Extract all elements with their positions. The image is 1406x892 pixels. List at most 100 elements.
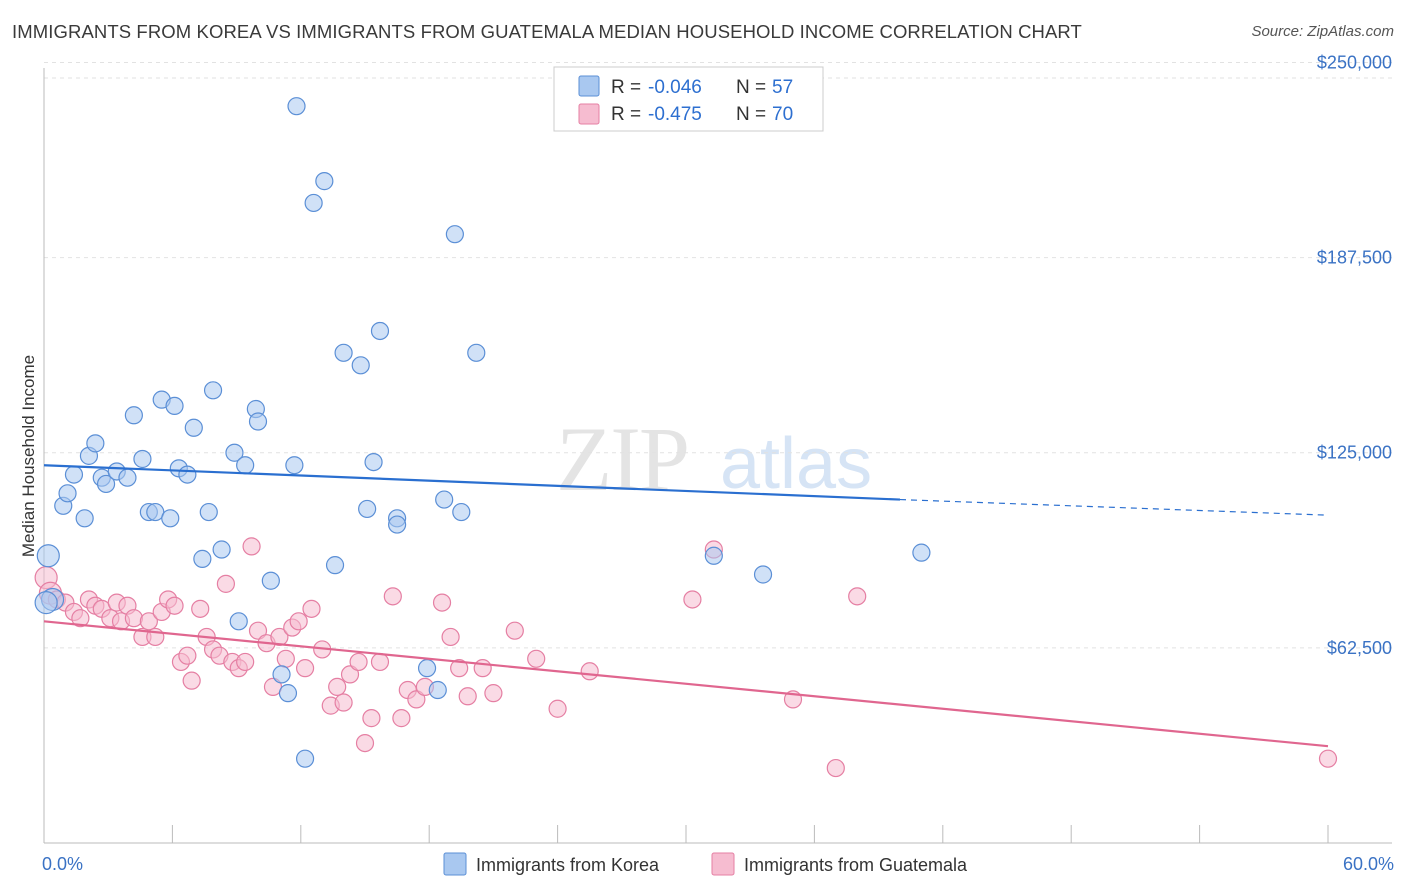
guatemala-point [165, 596, 184, 615]
korea-point [199, 502, 218, 522]
legend-n-value-guatemala: 70 [772, 104, 793, 125]
guatemala-point [484, 684, 503, 703]
bottom-legend-label-guatemala: Immigrants from Guatemala [744, 855, 968, 875]
chart-title: IMMIGRANTS FROM KOREA VS IMMIGRANTS FROM… [12, 21, 1082, 42]
x-ticks: 0.0% 60.0% [42, 825, 1394, 874]
correlation-legend: R = -0.046 N = 57 R = -0.475 N = 70 [553, 66, 824, 132]
watermark-atlas: atlas [720, 424, 872, 504]
korea-point [295, 749, 315, 768]
guatemala-points [34, 537, 1338, 778]
korea-point [285, 456, 304, 475]
legend-r-value-guatemala: -0.475 [648, 104, 702, 125]
korea-point [261, 571, 280, 590]
korea-trend-line [43, 464, 901, 501]
bottom-legend-swatch-korea [443, 852, 467, 876]
legend-r-label-guatemala: R = [611, 104, 641, 125]
trend-lines [43, 464, 1329, 748]
korea-point [370, 321, 390, 341]
guatemala-point [340, 665, 360, 684]
korea-point [445, 225, 464, 244]
legend-r-label-korea: R = [611, 77, 641, 98]
bottom-legend-label-korea: Immigrants from Korea [476, 855, 660, 875]
x-tick-label: 60.0% [1343, 854, 1394, 874]
y-tick-label: $250,000 [1317, 52, 1392, 72]
guatemala-point [441, 627, 460, 647]
korea-trend-extension [899, 498, 1329, 516]
korea-point [86, 434, 105, 453]
y-tick-label: $187,500 [1317, 248, 1392, 268]
guatemala-point [527, 649, 546, 668]
guatemala-point [248, 621, 268, 640]
guatemala-point [458, 687, 477, 706]
series-legend: Immigrants from Korea Immigrants from Gu… [443, 852, 968, 876]
y-tick-labels: $62,500 $125,000 $187,500 $250,000 [1317, 52, 1392, 657]
korea-point [184, 418, 203, 437]
korea-point [96, 474, 116, 494]
korea-points [34, 97, 931, 768]
korea-point [36, 544, 60, 568]
guatemala-point [302, 599, 321, 618]
guatemala-point [295, 659, 315, 678]
korea-point [75, 509, 94, 528]
legend-n-value-korea: 57 [772, 77, 793, 98]
korea-point [325, 556, 345, 575]
guatemala-point [383, 587, 402, 606]
guatemala-point [276, 649, 295, 668]
guatemala-point [178, 646, 197, 665]
chart-source: Source: ZipAtlas.com [1251, 23, 1394, 40]
korea-point [64, 465, 84, 484]
korea-point [225, 443, 244, 462]
korea-point [287, 97, 306, 116]
korea-point [248, 412, 268, 431]
guatemala-point [71, 609, 90, 628]
guatemala-point [580, 662, 599, 681]
korea-point [278, 684, 298, 703]
guatemala-point [191, 599, 210, 618]
korea-point [203, 381, 223, 400]
y-tick-label: $125,000 [1317, 443, 1392, 463]
watermark-zip: ZIP [556, 408, 688, 510]
korea-point [165, 396, 184, 416]
guatemala-point [349, 652, 368, 672]
korea-point [58, 484, 77, 503]
x-tick-label: 0.0% [42, 854, 83, 874]
guatemala-point [289, 612, 308, 631]
korea-point [912, 543, 931, 562]
korea-point [334, 343, 353, 362]
guatemala-point [242, 537, 261, 556]
korea-point [304, 193, 323, 213]
korea-point [467, 343, 486, 362]
legend-swatch-korea [578, 75, 600, 97]
watermark: ZIP atlas [556, 408, 872, 510]
guatemala-point [355, 733, 375, 753]
korea-point [428, 680, 447, 700]
guatemala-point [548, 699, 567, 718]
korea-point [351, 356, 370, 375]
legend-n-label-guatemala: N = [736, 104, 766, 125]
guatemala-point [139, 612, 158, 631]
korea-point [161, 509, 180, 528]
guatemala-point [328, 677, 347, 696]
korea-point [704, 546, 723, 565]
guatemala-point [826, 758, 845, 778]
korea-point [364, 452, 383, 472]
y-axis-label: Median Household Income [19, 355, 38, 557]
guatemala-point [683, 590, 702, 609]
korea-point [34, 590, 58, 615]
guatemala-trend-line [43, 620, 1329, 748]
korea-point [388, 515, 407, 534]
korea-point [229, 612, 248, 631]
guatemala-point [392, 709, 411, 728]
guatemala-point [182, 671, 201, 690]
korea-point [193, 549, 212, 568]
guatemala-point [334, 693, 353, 712]
legend-r-value-korea: -0.046 [648, 77, 702, 98]
guatemala-point [236, 652, 255, 672]
korea-point [212, 540, 231, 559]
korea-point [133, 449, 152, 469]
korea-point [435, 490, 454, 509]
guatemala-point [1318, 749, 1338, 768]
legend-swatch-guatemala [578, 103, 600, 125]
guatemala-point [362, 709, 381, 728]
